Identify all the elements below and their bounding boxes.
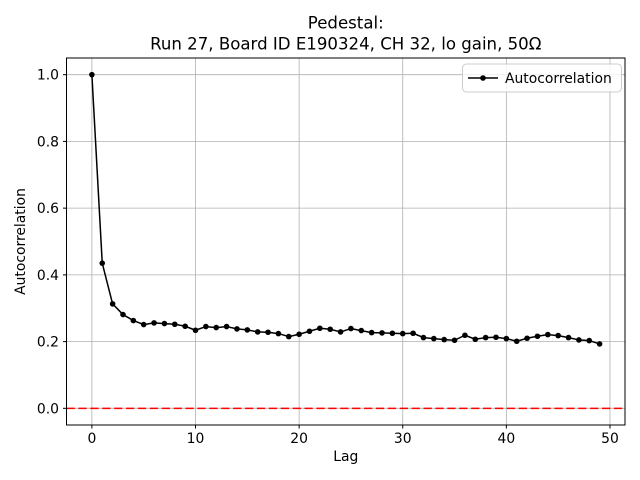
data-point [337,329,344,335]
data-point [586,337,593,344]
data-point [482,334,489,341]
x-axis-label: Lag [333,449,358,465]
data-point [389,330,396,337]
data-point [534,333,541,340]
data-point [368,329,375,336]
data-point [120,311,126,318]
y-tick-label: 0.0 [37,401,59,417]
x-tick-label: 40 [498,431,516,447]
data-point [275,330,282,337]
y-axis-label: Autocorrelation [13,188,29,295]
data-point [182,323,188,330]
x-tick-label: 20 [290,431,308,447]
data-point [285,333,292,340]
y-tick-label: 0.2 [37,335,59,351]
y-tick-label: 0.8 [37,134,59,150]
data-point [234,326,240,332]
data-point [171,321,178,328]
x-tick-label: 0 [87,431,96,447]
data-point [89,71,95,78]
data-point [254,329,261,335]
data-point [192,327,199,334]
legend-entry-label: Autocorrelation [505,71,612,87]
data-point [513,338,520,345]
x-tick-label: 10 [187,431,205,447]
data-point [265,329,271,336]
legend: Autocorrelation [462,63,622,93]
y-tick-label: 0.4 [37,268,59,284]
data-point [348,325,354,332]
data-point [410,330,416,337]
data-point [213,324,220,331]
data-point [555,332,561,339]
data-point [503,335,510,342]
data-point [420,334,427,341]
data-point [451,337,458,344]
grid-layer [66,58,625,425]
data-point [493,334,499,341]
data-point [151,320,157,326]
data-point [431,335,437,342]
data-point [296,331,302,338]
data-point [399,330,406,337]
data-point [327,326,334,333]
data-point [379,330,385,336]
legend-box [462,63,622,93]
series-layer [89,71,603,347]
chart-title-line1: Pedestal: [308,14,384,33]
x-tick-label: 30 [394,431,412,447]
data-point [462,332,468,339]
y-tick-label: 0.6 [37,201,59,217]
data-point [596,341,603,347]
tick-layer [63,74,611,429]
data-point [358,327,365,334]
data-point [565,334,572,341]
data-point [109,301,116,307]
data-point [223,323,230,330]
data-point [99,260,106,266]
data-point [161,320,168,327]
data-point [140,321,147,328]
data-point [576,337,582,343]
y-tick-label: 1.0 [37,68,59,84]
tick-label-layer: 0 10 20 30 40 50 0.0 0.2 0.4 0.6 0.8 1.0 [37,68,619,447]
axes-spines [66,57,626,426]
data-point [472,336,479,343]
x-tick-label: 50 [601,431,619,447]
data-point [524,335,530,342]
data-point [545,331,551,338]
legend-marker-sample [480,75,486,81]
chart-title-line2: Run 27, Board ID E190324, CH 32, lo gain… [150,35,542,54]
data-point [441,336,447,343]
data-point [244,327,251,333]
data-point [306,328,313,335]
data-point [203,323,209,330]
data-point [317,325,323,332]
plot-area [66,58,625,425]
data-point [130,317,137,324]
